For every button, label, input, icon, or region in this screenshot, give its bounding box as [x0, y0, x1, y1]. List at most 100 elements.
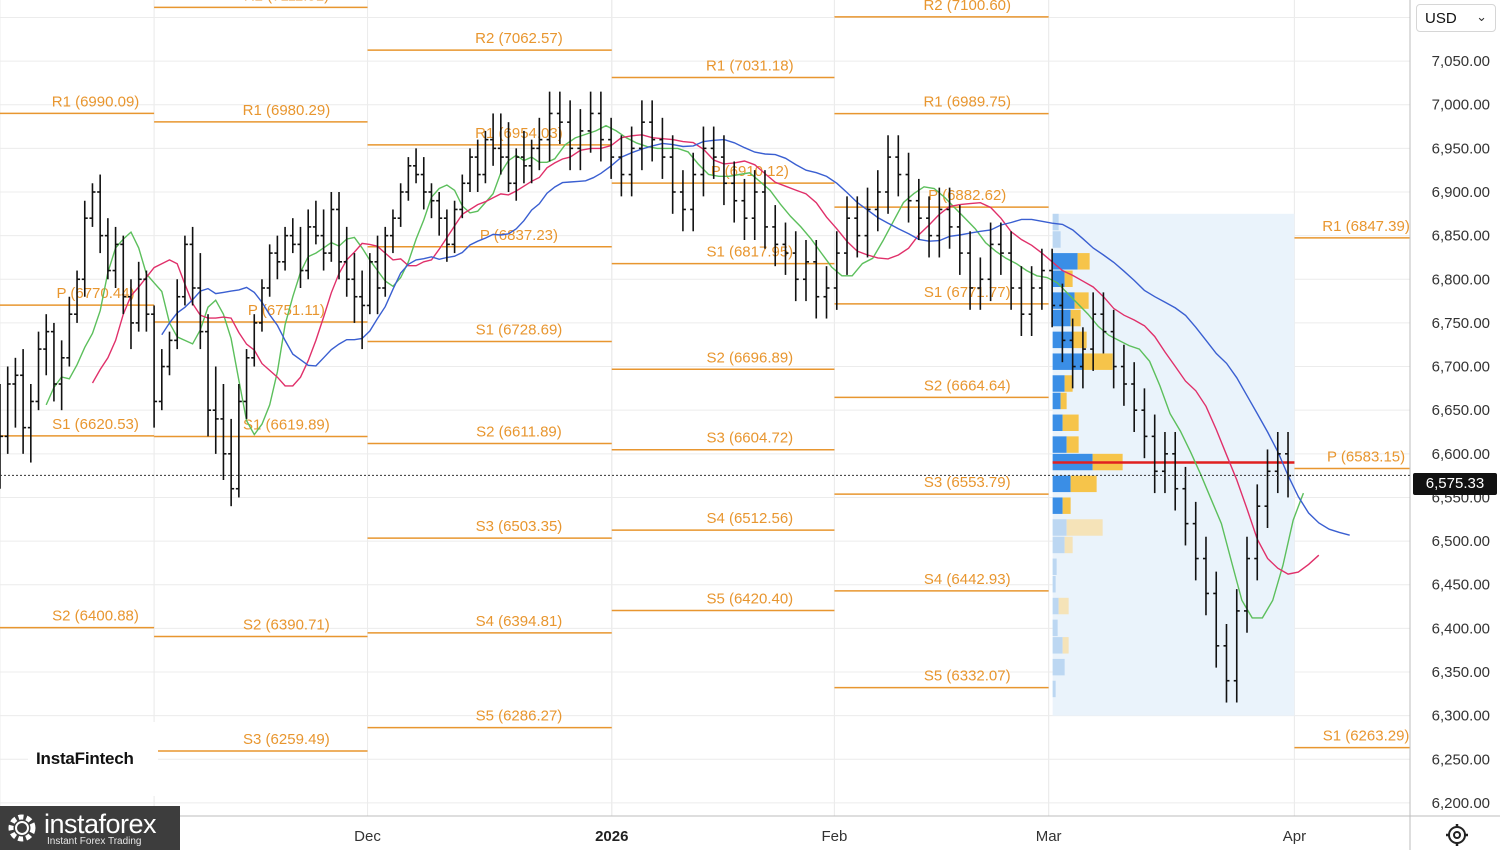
- vp-bar-sell: [1082, 353, 1113, 370]
- ohlc-bar: [772, 205, 779, 267]
- pivot-label: S1 (6728.69): [476, 322, 563, 339]
- ohlc-bar: [1223, 624, 1230, 703]
- ohlc-bar: [1254, 484, 1261, 581]
- vp-bar-sell: [1058, 597, 1069, 615]
- ohlc-bar: [844, 196, 851, 275]
- x-tick-label: Dec: [354, 828, 381, 845]
- vp-bar-sell: [1072, 331, 1087, 349]
- ohlc-bar: [258, 279, 265, 332]
- ohlc-bar: [1120, 344, 1127, 406]
- pivot-label: P (6751.11): [248, 302, 325, 319]
- ohlc-bar: [905, 152, 912, 223]
- y-tick-label: 6,400.00: [1432, 620, 1490, 637]
- ohlc-bar: [1131, 362, 1138, 432]
- ohlc-bar: [741, 178, 748, 240]
- instafintech-watermark: InstaFintech: [36, 749, 134, 768]
- ohlc-bar: [1090, 292, 1097, 371]
- vp-bar-sell: [1064, 536, 1073, 554]
- ohlc-bar: [220, 384, 227, 480]
- ohlc-bar: [4, 366, 11, 454]
- ohlc-bar: [895, 135, 902, 197]
- ohlc-bar: [751, 170, 758, 240]
- ohlc-bar: [451, 200, 458, 254]
- ohlc-bar: [536, 117, 543, 171]
- ohlc-bar: [289, 218, 296, 254]
- ohlc-bar: [505, 122, 512, 192]
- pivot-label: S2 (6390.71): [243, 616, 330, 633]
- ohlc-bar: [320, 209, 327, 271]
- ohlc-bar: [608, 117, 615, 179]
- ohlc-bar: [143, 270, 150, 332]
- ohlc-bar: [27, 384, 34, 463]
- y-tick-label: 6,450.00: [1432, 577, 1490, 594]
- logo-brand: instaforex: [44, 809, 157, 839]
- ohlc-bar: [174, 279, 181, 350]
- y-tick-label: 6,500.00: [1432, 533, 1490, 550]
- vp-bar-buy: [1052, 536, 1065, 554]
- chevron-down-icon: ⌄: [1476, 9, 1487, 24]
- ohlc-bar: [382, 226, 389, 297]
- pivot-label: R1 (6989.75): [923, 94, 1011, 111]
- pivot-label: R1 (6847.39): [1322, 218, 1410, 235]
- ohlc-bar: [120, 235, 127, 315]
- ohlc-bar: [1233, 589, 1240, 703]
- ohlc-bar: [587, 91, 594, 153]
- ohlc-bar: [312, 200, 319, 245]
- pivot-label: S1 (6817.95): [706, 244, 793, 261]
- pivot-label: R1 (6954.03): [475, 125, 563, 142]
- ohlc-bar: [405, 157, 412, 201]
- pivot-label: S2 (6611.89): [476, 423, 562, 440]
- ohlc-bar: [197, 253, 204, 350]
- pivot-levels: R1 (6990.09) P (6770.44) S1 (6620.53) S2 (6…: [0, 0, 1410, 752]
- vp-bar-buy: [1052, 597, 1059, 615]
- y-tick-label: 6,350.00: [1432, 664, 1490, 681]
- y-tick-label: 6,950.00: [1432, 140, 1490, 157]
- ohlc-bar: [618, 135, 625, 197]
- pivot-label: S3 (6503.35): [476, 518, 563, 535]
- vp-bar-buy: [1052, 414, 1063, 431]
- y-tick-label: 7,050.00: [1432, 53, 1490, 70]
- ohlc-bar: [597, 91, 604, 162]
- ohlc-bar: [1274, 432, 1281, 494]
- logo-tagline: Instant Forex Trading: [47, 836, 142, 847]
- ohlc-bar: [235, 384, 242, 498]
- vp-bar-sell: [1062, 414, 1079, 431]
- gear-icon[interactable]: [1444, 822, 1470, 848]
- ohlc-bar: [997, 222, 1004, 275]
- pivot-label: R2 (7062.57): [475, 30, 563, 47]
- ohlc-bar: [343, 226, 350, 297]
- pivot-label: S3 (6553.79): [924, 474, 1011, 491]
- vp-bar-buy: [1052, 392, 1061, 410]
- ohlc-bar: [1264, 449, 1271, 528]
- ohlc-bar: [420, 157, 427, 210]
- vp-bar-sell: [1070, 475, 1097, 493]
- ohlc-bar: [1018, 266, 1025, 336]
- pivot-label: S5 (6286.27): [476, 708, 563, 725]
- ohlc-bar: [792, 231, 799, 302]
- pivot-label: P (6583.15): [1327, 449, 1405, 466]
- ohlc-bar: [926, 196, 933, 258]
- ohlc-bar: [443, 209, 450, 262]
- ohlc-bar: [490, 113, 497, 166]
- ohlc-bar: [1151, 414, 1158, 494]
- ohlc-bar: [628, 126, 635, 197]
- ohlc-bar: [205, 314, 212, 437]
- currency-select[interactable]: USD ⌄: [1416, 4, 1496, 32]
- ohlc-bar: [1202, 536, 1209, 616]
- ohlc-bar: [181, 235, 188, 306]
- ohlc-bar: [854, 196, 861, 258]
- ohlc-bar: [328, 192, 335, 262]
- currency-value: USD: [1425, 10, 1457, 27]
- ohlc-bar: [956, 205, 963, 275]
- y-tick-label: 6,750.00: [1432, 315, 1490, 332]
- y-tick-label: 6,850.00: [1432, 228, 1490, 245]
- ohlc-bar: [638, 100, 645, 171]
- ohlc-bar: [1182, 466, 1189, 546]
- ohlc-bar: [1049, 248, 1056, 328]
- ohlc-bar: [274, 235, 281, 280]
- vp-bar-buy: [1052, 680, 1056, 698]
- ohlc-bar: [1079, 327, 1086, 389]
- vp-bar-buy: [1052, 637, 1063, 654]
- pivot-label: S3 (6604.72): [706, 430, 793, 447]
